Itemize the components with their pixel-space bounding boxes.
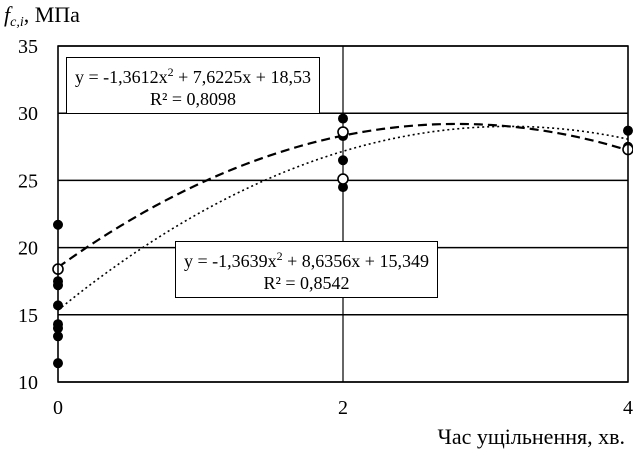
x-tick-label-0: 0 xyxy=(53,397,63,419)
trendline-equation-box-1: y = -1,3612x2 + 7,6225x + 18,53 R² = 0,8… xyxy=(66,57,320,114)
trendline-2 xyxy=(57,125,629,311)
trendline-r2-2: R² = 0,8542 xyxy=(263,273,350,293)
data-point-s2-2 xyxy=(337,126,349,138)
y-axis-unit: , МПа xyxy=(23,2,80,27)
trendline-equation-2: y = -1,3639x2 + 8,6356x + 15,349 xyxy=(184,249,429,271)
y-tick-label-25: 25 xyxy=(18,170,38,192)
tick-labels: 10 15 20 25 30 35 0 2 4 xyxy=(18,36,633,419)
plot-frame xyxy=(57,45,629,383)
x-tick-label-4: 4 xyxy=(623,397,633,419)
y-axis-title: fc,i, МПа xyxy=(4,2,80,31)
y-axis-subscript: c,i xyxy=(10,15,24,30)
y-tick-label-10: 10 xyxy=(18,372,38,394)
y-tick-label-35: 35 xyxy=(18,36,38,58)
data-point-s1-9 xyxy=(338,113,348,124)
y-axis-symbol: f xyxy=(4,2,11,27)
data-point-s1-11 xyxy=(338,155,348,166)
data-point-s2-3 xyxy=(337,173,349,185)
y-tick-label-15: 15 xyxy=(18,305,38,327)
trendline-equation-box-2: y = -1,3639x2 + 8,6356x + 15,349 R² = 0,… xyxy=(175,241,438,298)
x-axis-title: Час ущільнення, хв. xyxy=(437,424,625,449)
y-tick-label-30: 30 xyxy=(18,103,38,125)
trendline-r2-1: R² = 0,8098 xyxy=(149,89,237,109)
y-tick-label-20: 20 xyxy=(18,238,38,260)
x-tick-label-2: 2 xyxy=(338,397,348,419)
trendline-equation-1: y = -1,3612x2 + 7,6225x + 18,53 xyxy=(75,65,311,87)
